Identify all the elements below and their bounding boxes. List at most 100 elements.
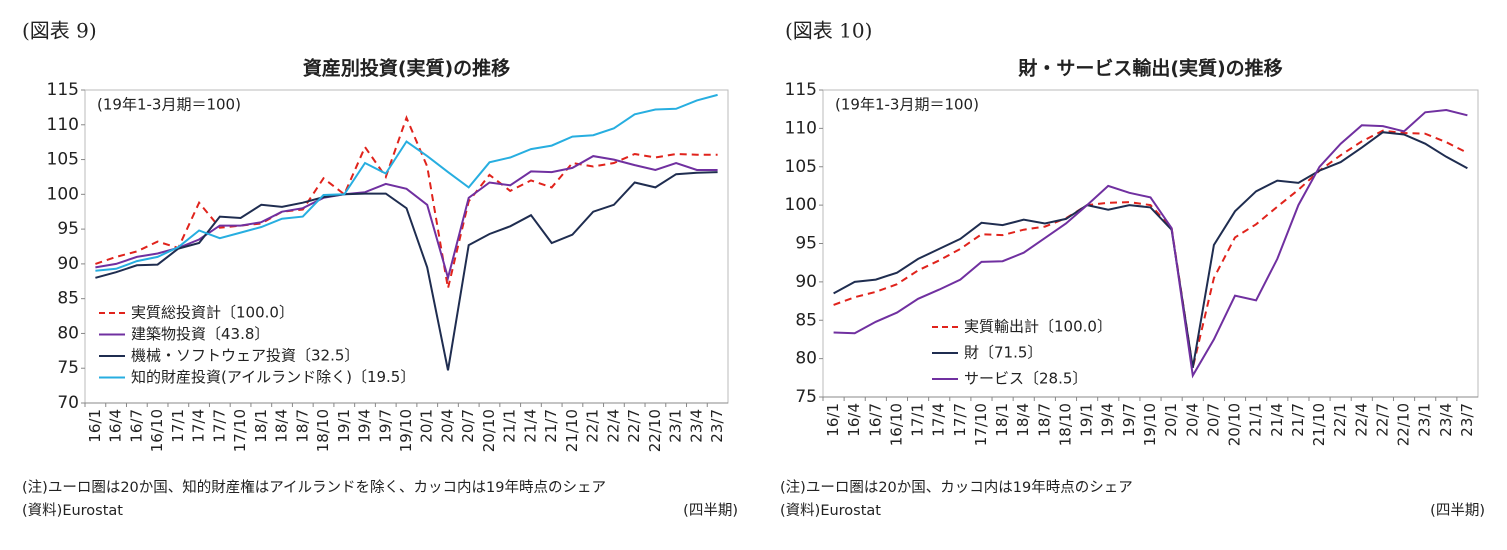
x-tick-label: 22/1 [1331, 403, 1349, 437]
x-tick-label: 23/7 [708, 409, 726, 443]
x-tick-label: 23/1 [667, 409, 685, 443]
legend-label: 機械・ソフトウェア投資〔32.5〕 [131, 347, 359, 365]
x-tick-label: 20/10 [480, 409, 498, 452]
y-tick-label: 80 [57, 323, 79, 343]
x-tick-label: 20/1 [418, 409, 436, 443]
x-tick-label: 21/7 [542, 409, 560, 443]
x-tick-label: 21/10 [563, 409, 581, 452]
x-tick-label: 17/1 [169, 409, 187, 443]
x-tick-label: 19/7 [376, 409, 394, 443]
note: (注)ユーロ圏は20か国、カッコ内は19年時点のシェア [780, 479, 1133, 496]
x-tick-label: 21/4 [1268, 403, 1286, 437]
legend-box [95, 302, 417, 394]
plot-area [822, 89, 1479, 398]
y-tick-label: 85 [795, 310, 817, 330]
x-tick-label: 17/4 [190, 409, 208, 443]
y-tick-label: 110 [785, 118, 817, 138]
x-tick-label: 23/7 [1458, 403, 1476, 437]
source: (資料)Eurostat [780, 502, 881, 519]
x-tick-label: 21/1 [501, 409, 519, 443]
legend-label: 知的財産投資(アイルランド除く)〔19.5〕 [131, 368, 415, 386]
chart-title: 財・サービス輸出(実質)の推移 [1018, 57, 1282, 80]
y-tick-label: 115 [47, 80, 79, 100]
y-tick-label: 105 [47, 150, 79, 170]
x-tick-label: 22/1 [584, 409, 602, 443]
series-line [833, 129, 1468, 369]
y-tick-label: 100 [785, 195, 817, 215]
x-tick-label: 18/1 [993, 403, 1011, 437]
x-tick-label: 20/1 [1162, 403, 1180, 437]
series-line [95, 115, 718, 289]
y-tick-label: 75 [795, 387, 817, 407]
x-tick-label: 20/4 [438, 409, 456, 443]
x-tick-label: 18/1 [252, 409, 270, 443]
x-tick-label: 22/7 [1373, 403, 1391, 437]
x-tick-label: 18/4 [1014, 403, 1032, 437]
x-tick-label: 16/1 [86, 409, 104, 443]
x-tick-label: 23/4 [1437, 403, 1455, 437]
y-tick-label: 90 [795, 272, 817, 292]
x-tick-label: 17/10 [972, 403, 990, 446]
x-tick-label: 16/4 [107, 409, 125, 443]
legend-label: 実質総投資計〔100.0〕 [131, 304, 294, 322]
unit-note: (四半期) [683, 502, 738, 519]
x-tick-label: 16/10 [148, 409, 166, 452]
x-tick-label: 22/4 [604, 409, 622, 443]
x-tick-label: 16/4 [845, 403, 863, 437]
chart-subtitle: (19年1-3月期＝100) [835, 96, 979, 114]
x-tick-label: 21/1 [1247, 403, 1265, 437]
chart-title: 資産別投資(実質)の推移 [303, 57, 510, 80]
series-line [833, 108, 1468, 379]
series-line [833, 131, 1468, 368]
x-tick-label: 19/7 [1120, 403, 1138, 437]
x-tick-label: 22/4 [1352, 403, 1370, 437]
x-tick-label: 22/10 [646, 409, 664, 452]
legend-label: サービス〔28.5〕 [964, 370, 1087, 388]
y-tick-label: 70 [57, 393, 79, 413]
chart-subtitle: (19年1-3月期＝100) [97, 96, 241, 114]
x-tick-label: 23/4 [687, 409, 705, 443]
x-tick-label: 21/7 [1289, 403, 1307, 437]
x-tick-label: 16/1 [824, 403, 842, 437]
x-tick-label: 19/4 [356, 409, 374, 443]
figure-label: (図表 9) [22, 19, 97, 43]
series-line [95, 171, 718, 371]
x-tick-label: 19/10 [1141, 403, 1159, 446]
x-tick-label: 16/7 [127, 409, 145, 443]
x-tick-label: 20/7 [459, 409, 477, 443]
x-tick-label: 22/7 [625, 409, 643, 443]
x-tick-label: 17/4 [930, 403, 948, 437]
figure-label: (図表 10) [785, 19, 872, 43]
x-tick-label: 20/4 [1183, 403, 1201, 437]
x-tick-label: 23/1 [1416, 403, 1434, 437]
y-tick-label: 85 [57, 289, 79, 309]
y-tick-label: 100 [47, 184, 79, 204]
y-tick-label: 110 [47, 115, 79, 135]
x-tick-label: 20/7 [1204, 403, 1222, 437]
x-tick-label: 16/7 [866, 403, 884, 437]
y-tick-label: 95 [795, 234, 817, 254]
x-tick-label: 21/4 [521, 409, 539, 443]
y-tick-label: 90 [57, 254, 79, 274]
y-tick-label: 80 [795, 349, 817, 369]
y-tick-label: 95 [57, 219, 79, 239]
legend-label: 財〔71.5〕 [964, 344, 1042, 362]
y-tick-label: 75 [57, 358, 79, 378]
x-tick-label: 17/10 [231, 409, 249, 452]
x-tick-label: 19/10 [397, 409, 415, 452]
y-tick-label: 115 [785, 80, 817, 100]
x-tick-label: 17/7 [210, 409, 228, 443]
x-tick-label: 18/10 [1056, 403, 1074, 446]
x-tick-label: 21/10 [1310, 403, 1328, 446]
series-line [95, 155, 718, 282]
x-tick-label: 19/4 [1099, 403, 1117, 437]
x-tick-label: 18/7 [293, 409, 311, 443]
x-tick-label: 20/10 [1226, 403, 1244, 446]
x-tick-label: 18/4 [273, 409, 291, 443]
x-tick-label: 18/10 [314, 409, 332, 452]
x-tick-label: 19/1 [335, 409, 353, 443]
y-tick-label: 105 [785, 157, 817, 177]
x-tick-label: 19/1 [1078, 403, 1096, 437]
series-line [95, 93, 718, 272]
